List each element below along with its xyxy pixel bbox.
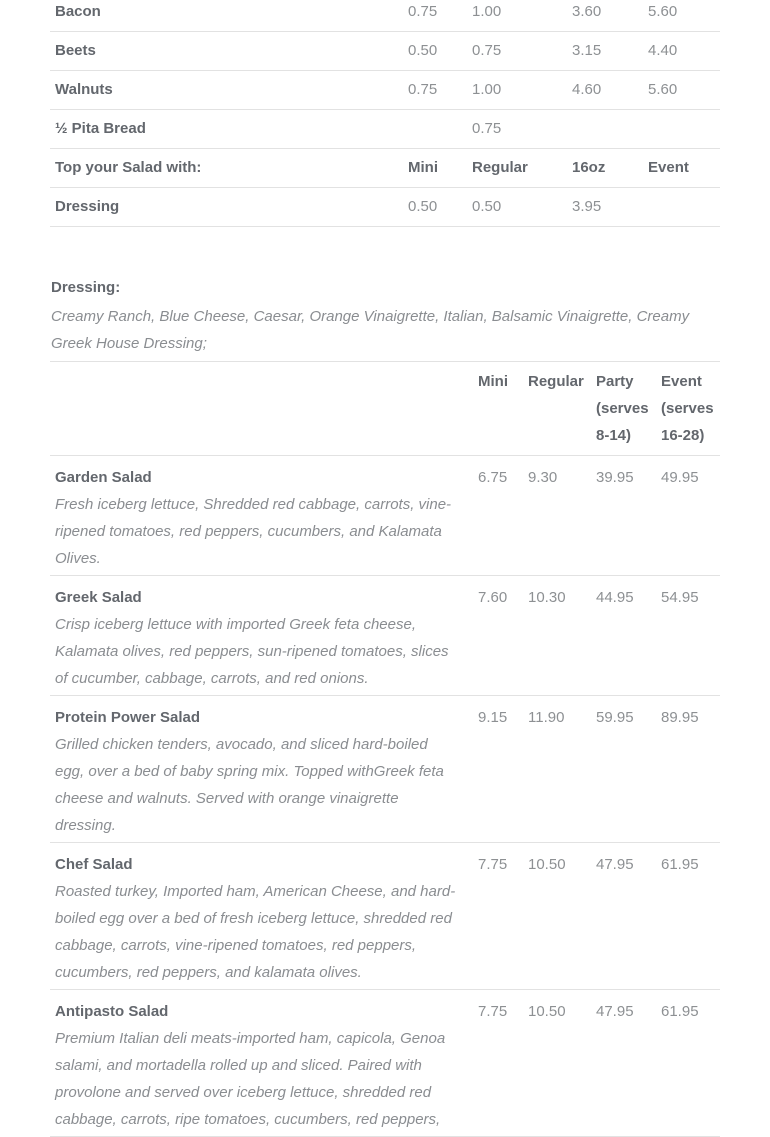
section-label: Top your Salad with:: [50, 148, 403, 188]
table-row: Dressing 0.50 0.50 3.95: [50, 187, 720, 227]
price-party: 59.95: [586, 695, 651, 843]
price-event: 89.95: [651, 695, 720, 843]
price-event: 5.60: [643, 0, 720, 32]
price-party: 39.95: [586, 455, 651, 576]
table-row: Chef Salad Roasted turkey, Imported ham,…: [50, 842, 720, 990]
price-regular: 10.50: [518, 989, 586, 1137]
price-mini: 0.75: [403, 70, 467, 110]
price-regular: 10.50: [518, 842, 586, 990]
salad-name: Greek Salad: [55, 589, 142, 606]
salad-cell: Greek Salad Crisp iceberg lettuce with i…: [50, 575, 468, 696]
column-header-event: Event (serves 16-28): [651, 361, 720, 456]
price-event: [643, 109, 720, 149]
table-row: Walnuts 0.75 1.00 4.60 5.60: [50, 70, 720, 110]
price-event: 61.95: [651, 842, 720, 990]
column-header-mini: Mini: [468, 361, 518, 456]
table-header-row: Top your Salad with: Mini Regular 16oz E…: [50, 148, 720, 188]
price-16oz: [567, 109, 643, 149]
topping-name: Bacon: [50, 0, 403, 32]
price-mini: 0.75: [403, 0, 467, 32]
column-header-regular: Regular: [467, 148, 567, 188]
salad-cell: Protein Power Salad Grilled chicken tend…: [50, 695, 468, 843]
column-header-mini: Mini: [403, 148, 467, 188]
salad-name: Garden Salad: [55, 469, 152, 486]
price-regular: 10.30: [518, 575, 586, 696]
price-event: 5.60: [643, 70, 720, 110]
price-16oz: 3.60: [567, 0, 643, 32]
price-regular: 11.90: [518, 695, 586, 843]
price-16oz: 3.15: [567, 31, 643, 71]
price-regular: 0.75: [467, 109, 567, 149]
salad-description: Roasted turkey, Imported ham, American C…: [55, 883, 456, 981]
price-mini: [403, 109, 467, 149]
price-regular: 0.50: [467, 187, 567, 227]
salad-name: Protein Power Salad: [55, 709, 201, 726]
dressing-note: Dressing: Creamy Ranch, Blue Cheese, Cae…: [50, 279, 720, 357]
price-event: 4.40: [643, 31, 720, 71]
salad-description: Fresh iceberg lettuce, Shredded red cabb…: [55, 496, 452, 567]
topping-name: Beets: [50, 31, 403, 71]
table-header-row: Mini Regular Party (serves 8-14) Event (…: [50, 361, 720, 456]
salad-description: Crisp iceberg lettuce with imported Gree…: [55, 616, 449, 687]
price-16oz: 4.60: [567, 70, 643, 110]
table-row: Antipasto Salad Premium Italian deli mea…: [50, 989, 720, 1137]
column-header-16oz: 16oz: [567, 148, 643, 188]
dressing-note-text: Creamy Ranch, Blue Cheese, Caesar, Orang…: [51, 308, 690, 352]
table-row: Beets 0.50 0.75 3.15 4.40: [50, 31, 720, 71]
table-row: Garden Salad Fresh iceberg lettuce, Shre…: [50, 455, 720, 576]
salad-cell: Chef Salad Roasted turkey, Imported ham,…: [50, 842, 468, 990]
price-mini: 7.75: [468, 842, 518, 990]
price-regular: 0.75: [467, 31, 567, 71]
price-party: 44.95: [586, 575, 651, 696]
price-party: 47.95: [586, 842, 651, 990]
table-row: Protein Power Salad Grilled chicken tend…: [50, 695, 720, 843]
price-party: 47.95: [586, 989, 651, 1137]
table-row: Bacon 0.75 1.00 3.60 5.60: [50, 0, 720, 32]
column-header-party: Party (serves 8-14): [586, 361, 651, 456]
price-mini: 7.60: [468, 575, 518, 696]
column-header-blank: [50, 361, 468, 456]
price-event: 61.95: [651, 989, 720, 1137]
topping-name: Walnuts: [50, 70, 403, 110]
salad-description: Premium Italian deli meats-imported ham,…: [55, 1030, 446, 1128]
column-header-event: Event: [643, 148, 720, 188]
price-mini: 0.50: [403, 31, 467, 71]
menu-page: Bacon 0.75 1.00 3.60 5.60 Beets 0.50 0.7…: [50, 0, 720, 1137]
price-mini: 0.50: [403, 187, 467, 227]
price-regular: 9.30: [518, 455, 586, 576]
table-row: Greek Salad Crisp iceberg lettuce with i…: [50, 575, 720, 696]
price-mini: 6.75: [468, 455, 518, 576]
toppings-price-table: Bacon 0.75 1.00 3.60 5.60 Beets 0.50 0.7…: [50, 0, 720, 227]
salad-cell: Garden Salad Fresh iceberg lettuce, Shre…: [50, 455, 468, 576]
price-regular: 1.00: [467, 0, 567, 32]
salad-name: Chef Salad: [55, 856, 133, 873]
topping-name: ½ Pita Bread: [50, 109, 403, 149]
salad-description: Grilled chicken tenders, avocado, and sl…: [55, 736, 444, 834]
price-mini: 7.75: [468, 989, 518, 1137]
price-regular: 1.00: [467, 70, 567, 110]
topping-name: Dressing: [50, 187, 403, 227]
price-16oz: 3.95: [567, 187, 643, 227]
price-event: 54.95: [651, 575, 720, 696]
dressing-note-title: Dressing:: [51, 279, 121, 296]
salad-name: Antipasto Salad: [55, 1003, 169, 1020]
salads-price-table: Mini Regular Party (serves 8-14) Event (…: [50, 361, 720, 1137]
price-event: [643, 187, 720, 227]
table-row: ½ Pita Bread 0.75: [50, 109, 720, 149]
salad-cell: Antipasto Salad Premium Italian deli mea…: [50, 989, 468, 1137]
column-header-regular: Regular: [518, 361, 586, 456]
price-event: 49.95: [651, 455, 720, 576]
price-mini: 9.15: [468, 695, 518, 843]
